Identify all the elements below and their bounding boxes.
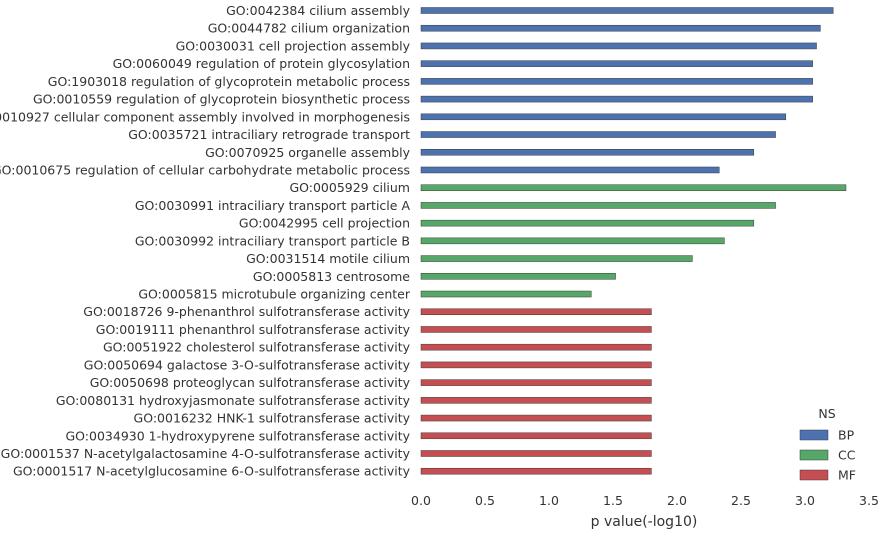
category-label-21: GO:0050694 galactose 3-O-sulfotransferas… <box>84 357 411 372</box>
category-label-1: GO:0042384 cilium assembly <box>226 3 410 18</box>
legend-title: NS <box>818 406 835 421</box>
category-label-19: GO:0019111 phenanthrol sulfotransferase … <box>96 322 411 337</box>
legend-label-bp: BP <box>838 428 855 443</box>
bar-27 <box>420 467 652 475</box>
bar-12 <box>420 202 776 209</box>
bar-20 <box>420 343 652 351</box>
bar-9 <box>420 149 755 156</box>
category-label-20: GO:0051922 cholesterol sulfotransferase … <box>103 340 411 355</box>
category-label-7: GO:0010927 cellular component assembly i… <box>0 109 410 124</box>
bar-8 <box>420 131 776 138</box>
bar-4 <box>420 60 813 67</box>
category-label-15: GO:0031514 motile cilium <box>246 251 410 266</box>
legend-label-cc: CC <box>838 448 856 463</box>
bar-16 <box>420 273 616 280</box>
x-tick-label-0.0: 0.0 <box>411 493 431 508</box>
category-label-18: GO:0018726 9-phenanthrol sulfotransferas… <box>83 304 410 319</box>
category-label-6: GO:0010559 regulation of glycoprotein bi… <box>33 92 410 107</box>
bars-group <box>420 7 847 475</box>
x-tick-label-3.0: 3.0 <box>795 493 815 508</box>
category-label-27: GO:0001517 N-acetylglucosamine 6-O-sulfo… <box>13 464 411 479</box>
category-label-23: GO:0080131 hydroxyjasmonate sulfotransfe… <box>56 393 411 408</box>
bar-10 <box>420 166 720 174</box>
bar-21 <box>420 361 652 369</box>
bar-5 <box>420 78 813 85</box>
legend-label-mf: MF <box>838 468 856 483</box>
category-label-12: GO:0030991 intraciliary transport partic… <box>135 198 411 213</box>
bar-18 <box>420 308 652 315</box>
category-label-2: GO:0044782 cilium organization <box>208 21 410 36</box>
bar-23 <box>420 397 652 404</box>
x-tick-label-2.0: 2.0 <box>667 493 687 508</box>
bar-14 <box>420 237 725 245</box>
bar-26 <box>420 450 652 457</box>
x-tick-labels: 0.0 0.5 1.0 1.5 2.0 2.5 3.0 3.5 <box>411 493 879 508</box>
category-label-26: GO:0001537 N-acetylgalactosamine 4-O-sul… <box>1 446 411 461</box>
category-label-8: GO:0035721 intraciliary retrograde trans… <box>128 127 410 142</box>
legend: NS BP CC MF <box>799 406 856 483</box>
category-labels: GO:0042384 cilium assembly GO:0044782 cil… <box>0 3 411 479</box>
bar-15 <box>420 255 693 262</box>
category-label-22: GO:0050698 proteoglycan sulfotransferase… <box>90 375 411 390</box>
bar-24 <box>420 414 652 422</box>
legend-swatch-bp <box>799 429 829 441</box>
category-label-16: GO:0005813 centrosome <box>253 269 410 284</box>
x-tick-label-1.0: 1.0 <box>539 493 559 508</box>
bar-6 <box>420 95 813 103</box>
category-label-5: GO:1903018 regulation of glycoprotein me… <box>48 74 410 89</box>
category-label-11: GO:0005929 cilium <box>289 180 410 195</box>
bar-7 <box>420 113 787 121</box>
bar-1 <box>420 7 834 14</box>
bar-3 <box>420 42 817 50</box>
category-label-14: GO:0030992 intraciliary transport partic… <box>135 233 410 248</box>
bar-22 <box>420 379 652 386</box>
legend-swatch-mf <box>799 469 829 481</box>
x-axis-label: p value(-log10) <box>591 514 698 530</box>
bar-13 <box>420 219 755 227</box>
bar-2 <box>420 24 821 32</box>
category-label-24: GO:0016232 HNK-1 sulfotransferase activi… <box>134 411 411 426</box>
category-label-9: GO:0070925 organelle assembly <box>205 145 411 160</box>
x-tick-label-1.5: 1.5 <box>603 493 623 508</box>
x-tick-label-0.5: 0.5 <box>475 493 495 508</box>
bar-25 <box>420 432 652 440</box>
bar-19 <box>420 326 652 333</box>
legend-items: BP CC MF <box>799 428 856 483</box>
bar-11 <box>420 184 847 191</box>
bar-17 <box>420 290 592 298</box>
category-label-25: GO:0034930 1-hydroxypyrene sulfotransfer… <box>65 428 410 443</box>
category-label-17: GO:0005815 microtubule organizing center <box>138 287 411 302</box>
x-tick-label-3.5: 3.5 <box>859 493 879 508</box>
category-label-10: GO:0010675 regulation of cellular carboh… <box>0 162 410 177</box>
x-tick-label-2.5: 2.5 <box>731 493 751 508</box>
category-label-4: GO:0060049 regulation of protein glycosy… <box>113 56 410 71</box>
category-label-3: GO:0030031 cell projection assembly <box>176 38 411 53</box>
category-label-13: GO:0042995 cell projection <box>239 216 410 231</box>
legend-swatch-cc <box>799 449 829 461</box>
